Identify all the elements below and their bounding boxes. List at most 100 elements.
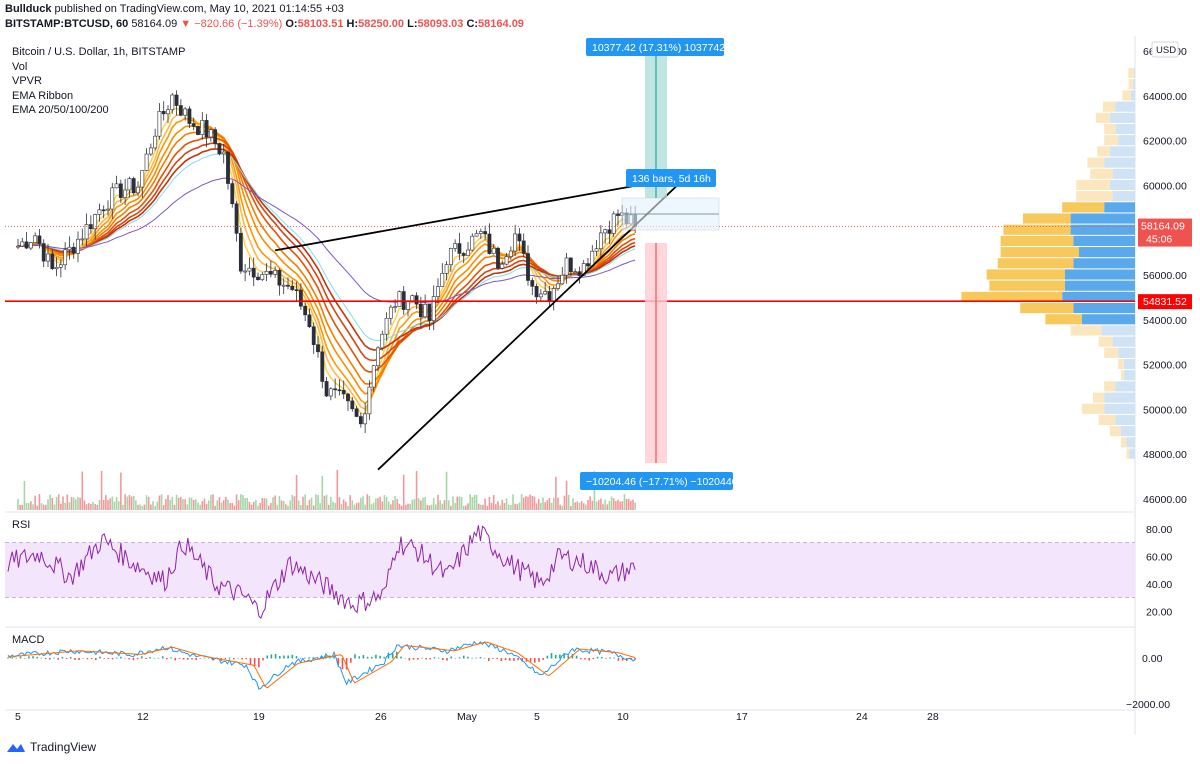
legend-ema-ribbon[interactable]: EMA Ribbon xyxy=(12,89,74,102)
vp-buy-bar xyxy=(1093,392,1105,403)
volume-bar xyxy=(430,504,433,510)
macd-histogram-bar xyxy=(49,658,51,660)
volume-bar xyxy=(570,505,572,510)
vp-sell-bar xyxy=(1118,135,1135,146)
volume-bar xyxy=(625,498,628,510)
macd-histogram-bar xyxy=(588,658,590,661)
price-tick-label: 46000.00 xyxy=(1143,494,1187,506)
vp-buy-bar xyxy=(1104,381,1116,392)
volume-bar xyxy=(321,475,324,510)
macd-histogram-bar xyxy=(299,657,302,659)
volume-bar xyxy=(413,498,416,510)
candle-body xyxy=(71,246,76,254)
macd-histogram-bar xyxy=(178,658,181,659)
macd-histogram-bar xyxy=(90,658,93,659)
vp-buy-bar xyxy=(1104,347,1119,358)
candle-body xyxy=(123,189,128,198)
candle-body xyxy=(76,238,80,254)
volume-bar xyxy=(557,497,559,510)
macd-histogram-bar xyxy=(153,657,156,659)
close-value: 58164.09 xyxy=(478,18,524,30)
macd-histogram-bar xyxy=(36,656,39,659)
macd-histogram-bar xyxy=(408,658,411,661)
volume-bar xyxy=(396,498,399,510)
vp-sell-bar xyxy=(1079,247,1135,258)
volume-bar xyxy=(428,505,431,510)
symbol-interval[interactable]: BITSTAMP:BTCUSD, 60 xyxy=(5,18,129,30)
ema-ribbon xyxy=(17,107,636,415)
vp-buy-bar xyxy=(1104,123,1116,135)
macd-histogram-bar xyxy=(521,658,524,662)
chart-legend: Bitcoin / U.S. Dollar, 1h, BITSTAMP Vol … xyxy=(12,45,185,118)
volume-bar xyxy=(210,494,212,510)
ohlc-line: BITSTAMP:BTCUSD, 60 58164.09 ▼ −820.66 (… xyxy=(5,17,524,31)
candle-body xyxy=(470,235,475,251)
vp-sell-bar xyxy=(1104,202,1135,213)
candle-body xyxy=(234,203,239,234)
volume-bar xyxy=(606,504,609,510)
volume-bar xyxy=(177,497,180,510)
macd-histogram-bar xyxy=(450,656,452,659)
volume-bar xyxy=(370,504,373,510)
volume-bar xyxy=(81,471,84,510)
legend-vpvr[interactable]: VPVR xyxy=(12,75,42,87)
candle-body xyxy=(136,186,140,194)
candle-body xyxy=(208,129,213,138)
volume-bar xyxy=(550,502,553,510)
volume-bar xyxy=(207,500,210,510)
volume-bar xyxy=(246,497,249,510)
volume-bar xyxy=(293,496,296,510)
candle-body xyxy=(367,386,372,415)
candle-body xyxy=(178,105,183,116)
support-price-label: 54831.52 xyxy=(1143,296,1187,308)
volume-bar xyxy=(467,503,469,510)
volume-bar xyxy=(21,504,24,510)
publisher-name[interactable]: Bullduck xyxy=(5,3,52,15)
candle-body xyxy=(448,248,453,265)
volume-bar xyxy=(555,476,557,510)
volume-bar xyxy=(450,505,452,510)
volume-bar xyxy=(385,496,388,510)
macd-histogram-bar xyxy=(345,658,348,670)
vp-buy-bar xyxy=(1003,224,1071,235)
macd-histogram-bar xyxy=(266,655,269,659)
candle-body xyxy=(320,351,325,382)
volume-bar xyxy=(255,499,257,510)
volume-bar xyxy=(355,503,358,510)
macd-histogram-bar xyxy=(387,652,390,659)
vp-sell-bar xyxy=(1109,112,1135,123)
volume-bar xyxy=(540,502,542,510)
chart-title[interactable]: Bitcoin / U.S. Dollar, 1h, BITSTAMP xyxy=(12,46,186,58)
candle-body xyxy=(118,183,123,198)
volume-bar xyxy=(308,499,311,510)
legend-ema-20-50-100-200[interactable]: EMA 20/50/100/200 xyxy=(12,104,109,116)
volume-bar xyxy=(195,499,197,510)
volume-bar xyxy=(441,503,444,510)
volume-bar xyxy=(516,504,519,510)
volume-bar xyxy=(563,495,566,510)
tradingview-footer[interactable]: TradingView xyxy=(6,740,96,754)
volume-bar xyxy=(501,499,504,510)
macd-histogram-bar xyxy=(433,657,436,659)
macd-histogram-bar xyxy=(517,658,519,661)
macd-histogram-bar xyxy=(425,658,427,660)
macd-histogram-bar xyxy=(274,653,277,659)
volume-bar xyxy=(417,498,420,510)
candle-body xyxy=(191,123,196,127)
ema-long-line xyxy=(17,177,636,304)
legend-vol[interactable]: Vol xyxy=(12,60,28,73)
candle-body xyxy=(500,263,505,269)
volume-bar xyxy=(619,501,621,510)
vp-sell-bar xyxy=(1129,448,1135,459)
volume-bar xyxy=(242,495,244,510)
volume-bar xyxy=(510,505,512,510)
candle-body xyxy=(363,413,368,425)
candle-body xyxy=(170,94,175,111)
vp-buy-bar xyxy=(1076,179,1110,191)
vp-sell-bar xyxy=(1112,168,1135,179)
candle-body xyxy=(496,247,500,269)
candle-body xyxy=(84,224,89,240)
candle-body xyxy=(37,235,42,244)
macd-histogram-bar xyxy=(228,657,231,659)
